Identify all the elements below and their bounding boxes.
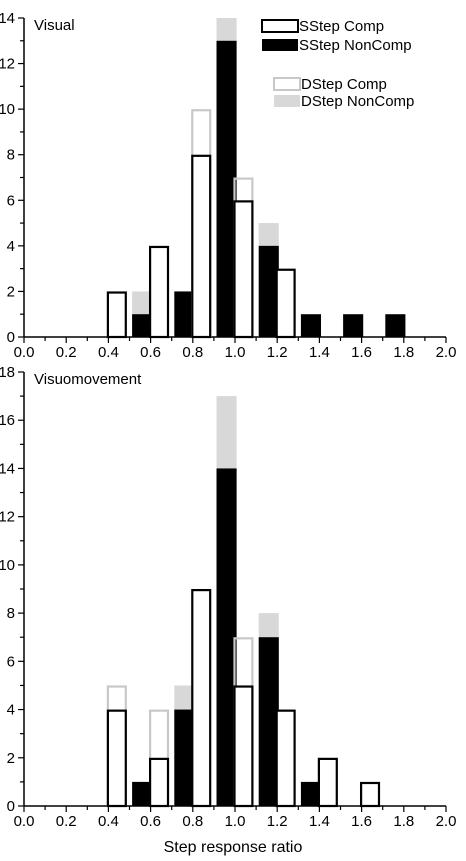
y-tick-label: 14 xyxy=(0,460,15,477)
bar-sstep-comp xyxy=(317,757,338,808)
legend-swatch-dstep-comp xyxy=(273,77,301,91)
y-tick-label: 12 xyxy=(0,509,15,526)
legend-label-dstep-comp: DStep Comp xyxy=(301,76,387,93)
visual-panel: 0.0 0.2 0.4 0.6 0.8 1.0 1.2 1.4 1.6 1.8 2.0 0 2 4 6 8 10… xyxy=(0,10,456,361)
x-tick-label: 0.0 xyxy=(14,813,35,830)
x-tick-label: 1.2 xyxy=(267,813,288,830)
y-tick-label: 4 xyxy=(7,238,15,255)
x-axis-title: Step response ratio xyxy=(164,839,303,856)
x-tick-label: 1.8 xyxy=(393,344,414,361)
bar-sstep-noncomp xyxy=(258,637,279,806)
bar-sstep-comp xyxy=(275,268,296,339)
legend-label-sstep-comp: SStep Comp xyxy=(299,18,384,35)
x-tick-label: 2.0 xyxy=(436,344,457,361)
bar-sstep-comp xyxy=(233,685,254,808)
bar-sstep-comp xyxy=(148,757,170,808)
bar-sstep-noncomp xyxy=(132,314,153,337)
bar-sstep-noncomp xyxy=(216,468,237,806)
x-tick-label: 0.8 xyxy=(182,813,203,830)
x-tick-label: 1.4 xyxy=(309,344,330,361)
bar-sstep-noncomp xyxy=(300,314,322,337)
x-tick-label: 1.6 xyxy=(351,813,372,830)
y-tick-label: 18 xyxy=(0,364,15,381)
y-tick-label: 8 xyxy=(7,605,15,622)
bar-sstep-noncomp xyxy=(132,781,153,806)
visuomovement-panel: 0.0 0.2 0.4 0.6 0.8 1.0 1.2 1.4 1.6 1.8 2.0 0 2 4 6 8 10… xyxy=(0,364,456,830)
x-tick-label: 0.8 xyxy=(182,344,203,361)
legend-label-sstep-noncomp: SStep NonComp xyxy=(299,37,412,54)
x-tick-label: 1.4 xyxy=(309,813,330,830)
bar-sstep-noncomp xyxy=(216,40,237,338)
y-tick-label: 8 xyxy=(7,147,15,164)
y-tick-label: 4 xyxy=(7,702,15,719)
x-tick-label: 0.6 xyxy=(140,813,161,830)
y-tick-label: 0 xyxy=(7,329,15,346)
legend-label-dstep-noncomp: DStep NonComp xyxy=(301,93,414,110)
x-tick-label: 2.0 xyxy=(436,813,457,830)
panel-title: Visuomovement xyxy=(34,371,142,388)
bar-sstep-comp xyxy=(275,709,296,808)
panel-title: Visual xyxy=(34,17,75,34)
bar-sstep-noncomp xyxy=(343,314,364,337)
y-tick-label: 2 xyxy=(7,750,15,767)
y-tick-label: 10 xyxy=(0,557,15,574)
y-tick-label: 14 xyxy=(0,10,15,27)
bar-sstep-comp xyxy=(106,709,127,808)
y-tick-label: 2 xyxy=(7,283,15,300)
x-tick-label: 0.4 xyxy=(98,813,119,830)
x-tick-label: 0.2 xyxy=(56,344,77,361)
x-tick-label: 0.4 xyxy=(98,344,119,361)
bar-sstep-comp xyxy=(191,154,212,339)
legend-swatch-sstep-comp xyxy=(261,19,299,33)
bar-sstep-noncomp xyxy=(258,245,279,337)
x-tick-label: 1.0 xyxy=(225,344,246,361)
x-tick-label: 0.6 xyxy=(140,344,161,361)
x-tick-label: 0.2 xyxy=(56,813,77,830)
x-tick-label: 1.2 xyxy=(267,344,288,361)
x-tick-label: 1.0 xyxy=(225,813,246,830)
x-tick-label: 1.8 xyxy=(393,813,414,830)
y-tick-label: 12 xyxy=(0,56,15,73)
bar-sstep-noncomp xyxy=(385,314,406,337)
legend-swatch-dstep-noncomp xyxy=(274,95,300,107)
bar-sstep-comp xyxy=(359,781,381,808)
y-tick-label: 10 xyxy=(0,101,15,118)
bar-sstep-comp xyxy=(191,588,212,808)
y-tick-label: 0 xyxy=(7,798,15,815)
x-tick-label: 1.6 xyxy=(351,344,372,361)
bar-sstep-noncomp xyxy=(174,291,195,337)
bar-sstep-noncomp xyxy=(174,709,195,806)
bar-sstep-comp xyxy=(106,291,127,339)
y-tick-label: 6 xyxy=(7,192,15,209)
legend-swatch-sstep-noncomp xyxy=(262,39,298,51)
y-tick-label: 16 xyxy=(0,412,15,429)
bar-sstep-comp xyxy=(148,245,170,339)
y-tick-label: 6 xyxy=(7,653,15,670)
bar-sstep-noncomp xyxy=(300,781,322,806)
x-tick-label: 0.0 xyxy=(14,344,35,361)
bar-sstep-comp xyxy=(233,200,254,339)
